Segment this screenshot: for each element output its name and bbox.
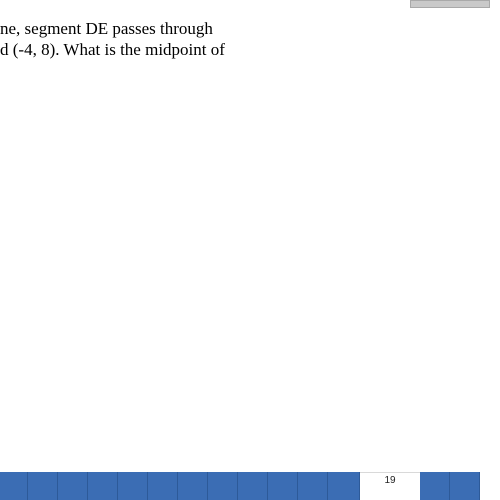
slide-thumb[interactable] <box>208 472 238 500</box>
page-root: ne, segment DE passes through d (-4, 8).… <box>0 0 500 500</box>
top-toolbar-fragment <box>410 0 490 8</box>
question-line-2: d (-4, 8). What is the midpoint of <box>0 40 225 59</box>
slide-thumb[interactable] <box>268 472 298 500</box>
question-text: ne, segment DE passes through d (-4, 8).… <box>0 18 300 61</box>
slide-thumb[interactable] <box>58 472 88 500</box>
current-slide-box[interactable]: 19 <box>360 472 420 500</box>
slide-thumb[interactable] <box>148 472 178 500</box>
question-line-1: ne, segment DE passes through <box>0 19 213 38</box>
slide-thumb[interactable] <box>0 472 28 500</box>
slide-thumbnail-strip[interactable]: 19 <box>0 472 500 500</box>
slide-thumb[interactable] <box>28 472 58 500</box>
slide-thumb[interactable] <box>118 472 148 500</box>
slide-thumb[interactable] <box>450 472 480 500</box>
slide-thumb[interactable] <box>420 472 450 500</box>
slide-thumb[interactable] <box>238 472 268 500</box>
current-slide-number: 19 <box>384 475 395 486</box>
slide-thumb[interactable] <box>178 472 208 500</box>
slide-thumb[interactable] <box>298 472 328 500</box>
slide-thumb[interactable] <box>328 472 360 500</box>
slide-thumb[interactable] <box>88 472 118 500</box>
